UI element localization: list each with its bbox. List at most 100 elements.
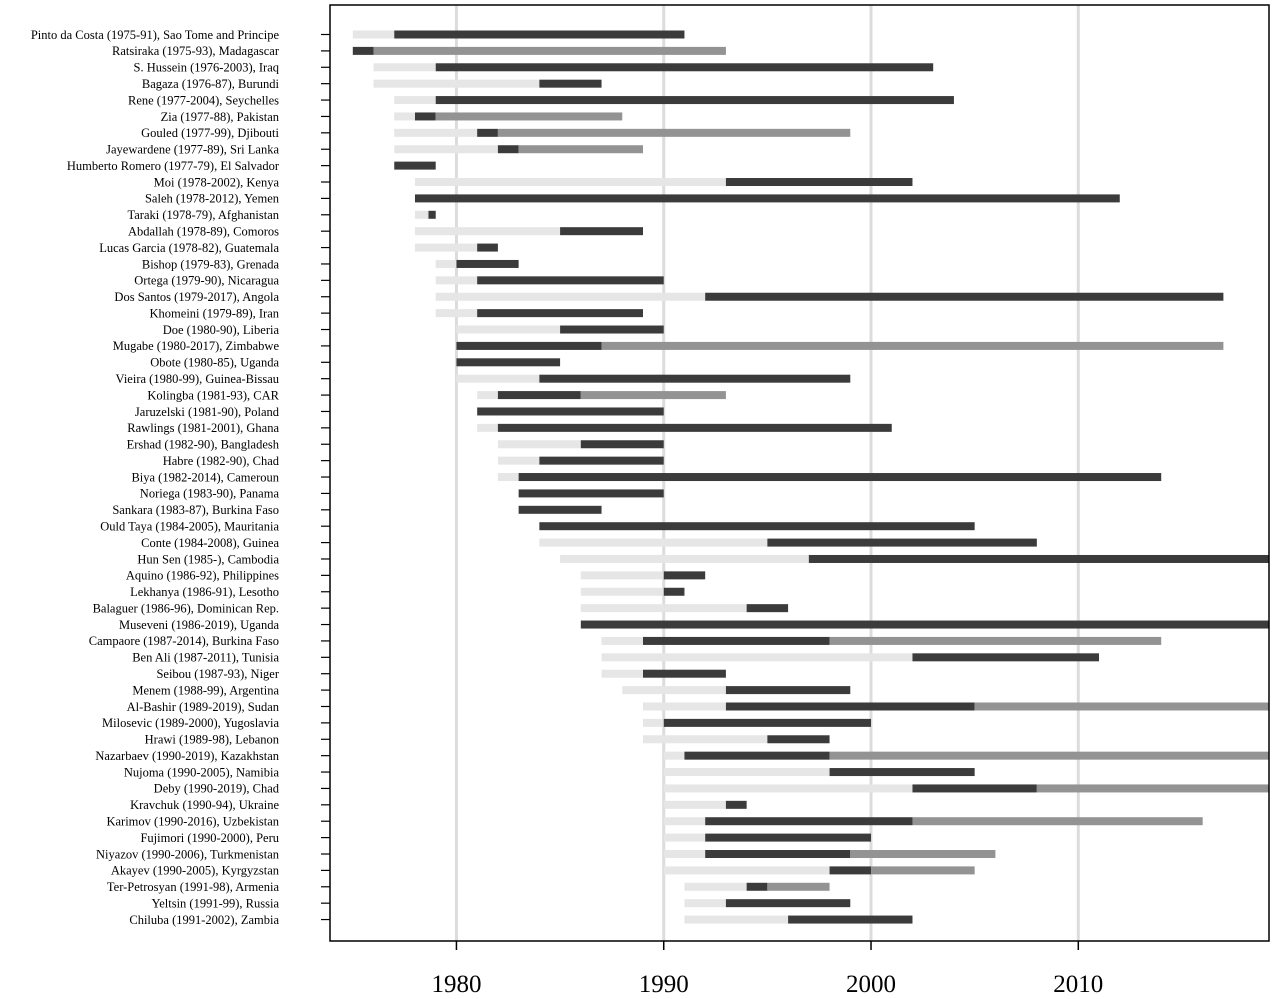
bar-segment-light [622,686,726,695]
bar-row [394,161,436,170]
bar-row [497,473,1162,482]
row-label: Lucas Garcia (1978-82), Guatemala [99,241,279,255]
bar-segment-light [643,702,726,711]
bar-segment-dark [477,309,643,318]
bar-segment-dark [477,243,498,252]
bar-segment-light [663,751,685,760]
bar-row [601,669,726,678]
bar-row [435,259,519,268]
bar-row [580,587,685,596]
bar-segment-light [580,587,664,596]
bar-row [414,178,913,187]
bar-segment-light [394,128,478,137]
row-label: Abdallah (1978-89), Comoros [128,224,279,238]
bar-segment-dark [414,112,436,121]
bar-segment-light [414,178,726,187]
row-label: Taraki (1978-79), Afghanistan [127,208,279,222]
bar-row [663,833,872,842]
bar-segment-dark [477,128,498,137]
plot-frame [329,4,1270,942]
bar-segment-dark [539,456,664,465]
bar-segment-mid [580,391,726,400]
row-label: Pinto da Costa (1975-91), Sao Tome and P… [31,28,280,42]
row-label: Campaore (1987-2014), Burkina Faso [89,634,279,648]
bar-segment-light [435,259,457,268]
bar-segment-dark [725,686,851,695]
row-label: Niyazov (1990-2006), Turkmenistan [96,847,280,861]
x-tick-label: 2000 [846,971,896,998]
bar-segment-light [414,243,478,252]
bar-segment-dark [725,702,975,711]
bar-row [643,735,830,744]
x-tick-label: 1990 [639,971,689,998]
bar-segment-dark [477,276,664,285]
bar-segment-dark [829,768,975,777]
bar-segment-dark [705,817,913,826]
bar-segment-mid [435,112,623,121]
bar-row [663,866,975,875]
bar-segment-light [663,850,706,858]
bar-segment-light [435,276,478,285]
bar-row [622,686,851,695]
bar-segment-dark [456,358,561,367]
bar-segment-dark [518,473,1162,482]
bar-row [352,46,726,55]
bar-row [477,391,726,400]
bar-segment-light [684,882,747,891]
row-label: Mugabe (1980-2017), Zimbabwe [113,339,280,353]
bar-segment-light [601,636,643,645]
row-label: Kolingba (1981-93), CAR [147,388,279,402]
bar-row [663,817,1203,826]
bar-row [414,227,643,236]
bar-segment-light [497,456,540,465]
bar-segment-light [580,604,747,613]
bar-segment-mid [871,866,975,875]
row-label: Dos Santos (1979-2017), Angola [114,290,279,304]
row-label: Al-Bashir (1989-2019), Sudan [127,700,280,714]
bar-segment-light [414,227,561,236]
bar-segment-dark [663,718,872,727]
bar-segment-dark [539,374,851,383]
bar-row [435,276,664,285]
bar-row [663,850,996,858]
bar-segment-light [394,145,498,154]
bar-segment-mid [829,636,1162,645]
bar-row [580,620,1269,629]
bar-row [580,571,706,580]
bar-segment-dark [643,636,830,645]
bar-row [601,653,1100,662]
bar-segment-light [435,292,706,301]
row-label: Rene (1977-2004), Seychelles [128,93,279,107]
bar-segment-dark [829,866,872,875]
row-label: Vieira (1980-99), Guinea-Bissau [116,372,280,386]
bar-segment-light [497,440,581,449]
bar-segment-dark [394,161,436,170]
bar-row [663,751,1269,760]
bar-segment-dark [725,178,913,187]
row-label: Ershad (1982-90), Bangladesh [127,438,280,452]
bar-row [435,309,643,318]
bar-segment-dark [414,194,1120,203]
bar-segment-dark [456,259,519,268]
row-label: Rawlings (1981-2001), Ghana [127,421,279,435]
bar-segment-dark [497,145,519,154]
bar-segment-light [601,669,643,678]
bar-row [684,915,913,924]
bar-segment-mid [497,128,851,137]
row-label: Ben Ali (1987-2011), Tunisia [132,651,279,665]
row-labels: Pinto da Costa (1975-91), Sao Tome and P… [31,28,280,927]
bar-segment-dark [725,899,851,908]
bar-segment-dark [767,735,830,744]
row-label: Biya (1982-2014), Cameroun [131,470,279,484]
bar-segment-dark [912,784,1037,793]
bar-segment-dark [428,210,436,219]
bar-segment-dark [684,751,830,760]
bar-segment-light [394,96,436,105]
bar-segment-light [601,653,913,662]
bar-segment-dark [912,653,1100,662]
bar-row [663,784,1269,793]
bar-segment-light [414,210,429,219]
bar-segment-mid [601,341,1224,350]
row-label: Ter-Petrosyan (1991-98), Armenia [107,880,280,894]
bar-segment-light [456,374,540,383]
